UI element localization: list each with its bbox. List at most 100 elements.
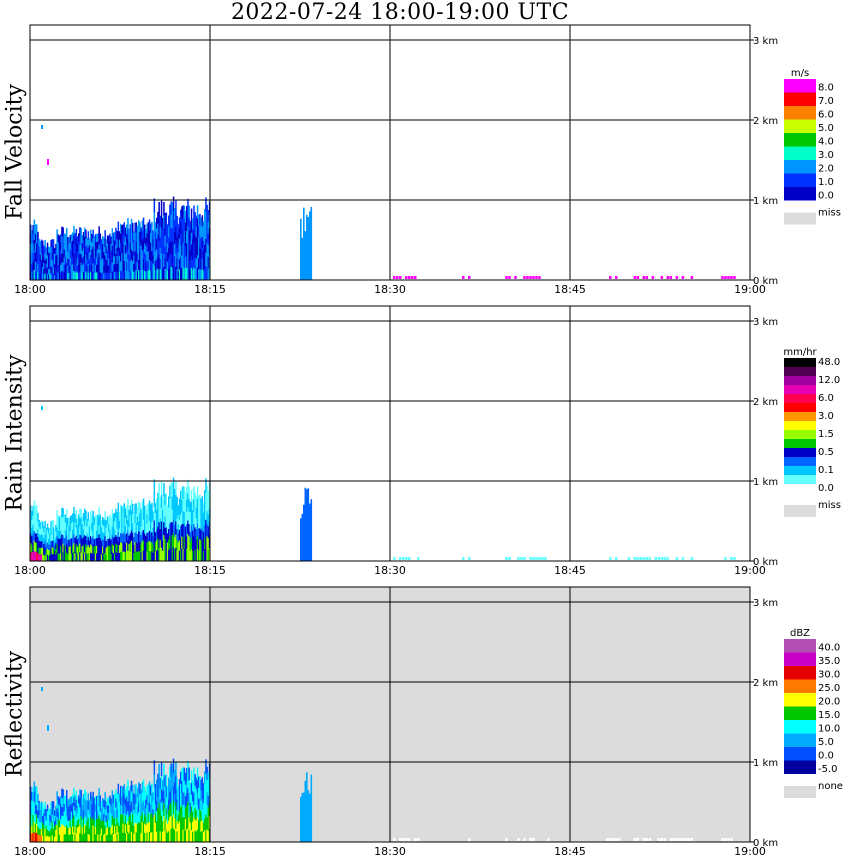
legend-unit-2: dBZ [790,628,810,639]
legend-label-0-8: 0.0 [818,191,834,202]
legend-label-2-9: -5.0 [818,764,838,775]
legend-swatch-1-0 [784,358,816,367]
legend-swatch-1-6 [784,412,816,421]
legend-swatch-1-12 [784,466,816,475]
legend-miss-swatch-2 [784,786,816,798]
legend-swatch-1-3 [784,385,816,394]
x-tick-label-2-4: 19:00 [734,845,766,858]
legend-label-2-2: 30.0 [818,670,840,681]
legend-swatch-0-5 [784,146,816,160]
legend-label-1-12: 0.1 [818,465,834,476]
y-tick-label-0-3: 3 km [753,36,778,47]
legend-swatch-2-7 [784,733,816,747]
legend-swatch-1-4 [784,394,816,403]
legend-swatch-1-5 [784,403,816,412]
legend-swatch-2-2 [784,666,816,680]
x-tick-label-1-3: 18:45 [554,564,586,577]
y-tick-label-0-0: 0 km [753,276,778,287]
legend-swatch-0-0 [784,79,816,93]
legend-label-1-14: 0.0 [818,483,834,494]
legend-label-1-2: 12.0 [818,375,840,386]
y-tick-label-1-3: 3 km [753,317,778,328]
echo-field-0 [30,125,736,280]
legend-swatch-2-6 [784,720,816,734]
y-tick-label-2-1: 1 km [753,758,778,769]
legend-label-0-3: 5.0 [818,123,834,134]
legend-unit-1: mm/hr [783,347,817,358]
x-tick-label-1-4: 19:00 [734,564,766,577]
legend-miss-label-2: none [818,781,843,792]
legend-label-1-6: 3.0 [818,411,834,422]
legend-unit-0: m/s [791,68,809,79]
legend-swatch-1-7 [784,421,816,430]
legend-miss-swatch-1 [784,505,816,517]
plot-frame-1 [29,305,751,562]
legend-swatch-2-0 [784,639,816,653]
legend-miss-label-1: miss [818,500,841,511]
x-tick-label-0-3: 18:45 [554,283,586,296]
legend-swatch-2-4 [784,693,816,707]
y-tick-label-2-3: 3 km [753,598,778,609]
x-tick-label-2-1: 18:15 [194,845,226,858]
legend-label-2-5: 15.0 [818,710,840,721]
legend-swatch-0-6 [784,160,816,174]
grid-2 [30,587,750,842]
y-tick-label-2-0: 0 km [753,838,778,849]
legend-label-0-1: 7.0 [818,96,834,107]
y-tick-label-1-0: 0 km [753,557,778,568]
legend-2: dBZ 40.0 35.0 30.0 25.0 20.0 15.0 10.0 5.0 0.0 -5.… [784,628,843,798]
plot-frame-0 [29,24,751,281]
legend-swatch-0-7 [784,173,816,187]
x-tick-label-0-0: 18:00 [14,283,46,296]
legend-swatch-0-1 [784,92,816,106]
legend-label-1-10: 0.5 [818,447,834,458]
chart-title: 2022-07-24 18:00-19:00 UTC [230,0,570,25]
legend-miss-swatch-0 [784,212,816,225]
panel-1: 0 km 1 km 2 km 3 km 18:00 18:15 18:30 18:45 19:0… [14,305,841,577]
legend-label-1-4: 6.0 [818,393,834,404]
x-tick-label-2-0: 18:00 [14,845,46,858]
echo-field-1 [30,406,736,561]
y-tick-label-1-2: 2 km [753,397,778,408]
legend-swatch-1-9 [784,439,816,448]
legend-0: m/s 8.0 7.0 6.0 5.0 4.0 3.0 2.0 1.0 0.0 miss [784,68,841,225]
legend-swatch-2-1 [784,652,816,666]
legend-label-0-7: 1.0 [818,177,834,188]
panel-0: 0 km 1 km 2 km 3 km 18:00 18:15 18:30 18:45 19:0… [14,24,841,296]
legend-label-1-0: 48.0 [818,357,840,368]
legend-label-2-3: 25.0 [818,683,840,694]
x-tick-label-0-4: 19:00 [734,283,766,296]
x-tick-label-0-1: 18:15 [194,283,226,296]
x-tick-label-1-2: 18:30 [374,564,406,577]
y-tick-label-2-2: 2 km [753,678,778,689]
legend-swatch-1-13 [784,475,816,484]
legend-label-0-0: 8.0 [818,83,834,94]
legend-swatch-1-10 [784,448,816,457]
panel-2: 0 km 1 km 2 km 3 km 18:00 18:15 18:30 18:45 19:0… [14,586,843,858]
legend-label-0-6: 2.0 [818,164,834,175]
grid-1 [30,306,750,561]
legend-swatch-2-3 [784,679,816,693]
x-tick-label-1-1: 18:15 [194,564,226,577]
grid-0 [30,25,750,280]
legend-label-0-4: 4.0 [818,137,834,148]
legend-label-1-8: 1.5 [818,429,834,440]
y-tick-label-0-1: 1 km [753,196,778,207]
y-tick-label-0-2: 2 km [753,116,778,127]
legend-swatch-1-2 [784,376,816,385]
legend-label-2-7: 5.0 [818,737,834,748]
legend-label-0-2: 6.0 [818,110,834,121]
legend-swatch-1-8 [784,430,816,439]
legend-swatch-0-2 [784,106,816,120]
legend-label-2-8: 0.0 [818,751,834,762]
x-tick-label-0-2: 18:30 [374,283,406,296]
legend-swatch-2-5 [784,706,816,720]
legend-miss-label-0: miss [818,208,841,219]
legend-swatch-0-4 [784,133,816,147]
legend-label-0-5: 3.0 [818,150,834,161]
plot-frame-2 [29,586,751,843]
legend-swatch-2-9 [784,760,816,774]
legend-label-2-4: 20.0 [818,697,840,708]
